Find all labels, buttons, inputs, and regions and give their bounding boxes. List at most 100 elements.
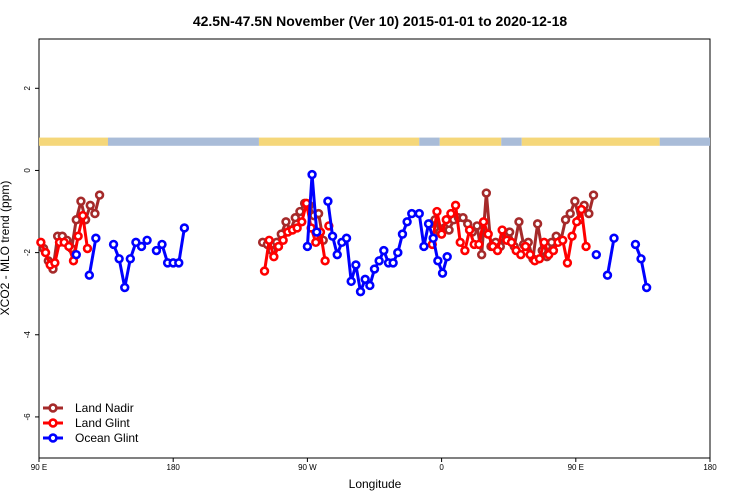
land-glint-point: [576, 204, 587, 215]
land-segment: [521, 137, 660, 146]
land-nadir-point: [85, 200, 95, 211]
land-glint-point: [259, 266, 270, 276]
land-glint-point: [474, 239, 484, 250]
y-axis-label: XCO2 - MLO trend (ppm): [0, 181, 12, 316]
ocean-glint-point: [442, 252, 452, 262]
land-nadir-point: [565, 208, 575, 219]
ocean-glint-point: [136, 241, 147, 252]
land-nadir-point: [281, 217, 291, 227]
ocean-segment: [419, 137, 440, 146]
land-nadir-point: [504, 227, 515, 237]
ocean-glint-point: [157, 239, 167, 250]
land-nadir-point: [514, 217, 524, 227]
land-glint-point: [562, 258, 573, 268]
x-tick-label: 90 E: [31, 463, 47, 472]
land-glint-point: [478, 217, 489, 227]
land-nadir-point: [532, 219, 543, 229]
land-nadir-point: [560, 215, 571, 225]
x-tick-label: 90 W: [298, 463, 317, 472]
ocean-glint-point: [365, 280, 375, 291]
ocean-glint-point: [402, 217, 412, 227]
ocean-segment: [659, 137, 710, 146]
land-glint-point: [292, 223, 302, 233]
ocean-glint-point: [602, 270, 613, 280]
land-nadir-point: [481, 188, 492, 198]
ocean-glint-point: [174, 258, 184, 268]
ocean-glint-point: [312, 227, 322, 237]
land-glint-point: [73, 231, 83, 241]
ocean-glint-point: [355, 286, 366, 297]
legend-item-land-glint: Land Glint: [43, 416, 130, 430]
x-axis-label: Longitude: [349, 477, 402, 491]
ocean-glint-point: [423, 219, 434, 229]
ocean-glint-point: [369, 264, 380, 274]
land-glint-point: [548, 245, 559, 256]
y-tick-label: -6: [23, 413, 32, 421]
land-glint-point: [520, 241, 531, 252]
y-tick-label: -4: [23, 331, 32, 339]
land-glint-point: [525, 249, 535, 260]
ocean-glint-line: [87, 237, 98, 276]
land-glint-point: [446, 208, 456, 219]
legend-swatch-marker: [48, 403, 58, 413]
land-glint-point: [450, 200, 461, 211]
ocean-glint-point: [179, 223, 190, 233]
land-glint-point: [297, 217, 307, 227]
legend-swatch-marker: [48, 433, 58, 443]
ocean-glint-point: [151, 245, 162, 256]
ocean-glint-point: [388, 258, 398, 268]
land-glint-point: [273, 241, 284, 252]
ocean-glint-line: [634, 243, 649, 288]
series-ocean-glint: [71, 169, 652, 297]
land-glint-point: [436, 229, 447, 239]
y-tick-label: -2: [23, 249, 32, 257]
ocean-glint-point: [428, 233, 438, 243]
ocean-glint-point: [407, 208, 417, 219]
land-glint-point: [464, 225, 475, 235]
land-nadir-point: [476, 249, 487, 260]
land-glint-point: [278, 235, 288, 245]
series-land-glint: [36, 198, 591, 276]
x-tick-label: 180: [167, 463, 181, 472]
land-nadir-point: [94, 190, 105, 200]
ocean-segment: [501, 137, 522, 146]
ocean-glint-point: [327, 231, 338, 241]
ocean-glint-point: [91, 233, 101, 243]
land-glint-point: [264, 235, 274, 245]
land-glint-point: [455, 237, 465, 248]
ocean-glint-point: [433, 256, 443, 266]
land-segment: [439, 137, 502, 146]
ocean-glint-line: [606, 237, 616, 276]
land-segment: [258, 137, 420, 146]
ocean-glint-point: [641, 282, 652, 293]
land-glint-point: [82, 243, 93, 254]
land-glint-point: [40, 247, 51, 258]
ocean-glint-point: [108, 239, 119, 250]
ocean-segment: [107, 137, 259, 146]
land-glint-point: [506, 237, 517, 248]
land-glint-point: [497, 225, 507, 235]
ocean-glint-point: [414, 208, 424, 219]
land-ocean-strip: [39, 137, 710, 146]
ocean-glint-point: [341, 233, 352, 243]
ocean-glint-point: [636, 254, 646, 264]
land-glint-point: [567, 231, 577, 241]
land-nadir-point: [458, 212, 468, 223]
ocean-glint-point: [332, 249, 342, 260]
ocean-glint-point: [630, 239, 641, 250]
x-tick-label: 0: [439, 463, 444, 472]
ocean-glint-point: [120, 282, 130, 293]
ocean-glint-point: [323, 196, 333, 206]
ocean-glint-point: [125, 254, 136, 264]
land-glint-point: [64, 241, 74, 252]
land-glint-point: [572, 217, 582, 227]
land-glint-point: [534, 254, 545, 264]
x-tick-label: 90 E: [568, 463, 584, 472]
land-nadir-point: [290, 212, 300, 223]
ocean-glint-point: [591, 249, 602, 260]
series-layer: [36, 169, 652, 297]
ocean-glint-point: [307, 169, 317, 180]
